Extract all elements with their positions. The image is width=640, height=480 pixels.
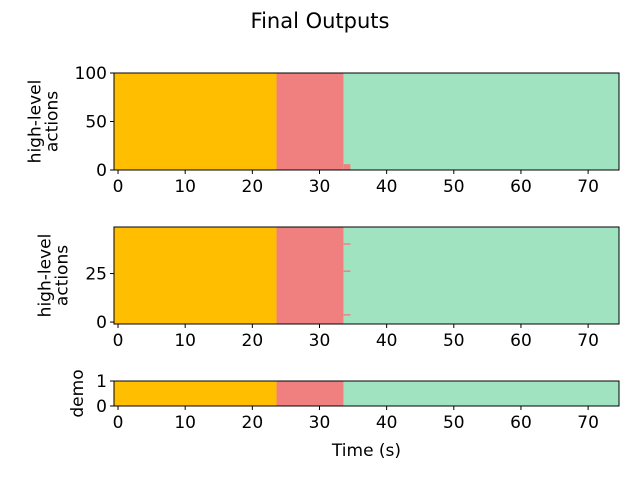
y-tick-label: 100 <box>75 64 107 84</box>
x-axis-label: Time (s) <box>331 441 401 461</box>
axes-frame <box>113 380 620 407</box>
y-axis-label-line: actions <box>42 91 62 152</box>
action-marker <box>343 314 351 316</box>
chart-panel-3: 0 10 20 30 40 50 60 70 0 1 demo Time (s) <box>68 369 620 461</box>
phase-segment-1 <box>114 73 277 170</box>
action-marker <box>343 243 351 245</box>
chart-panel-1: 0 10 20 30 40 50 60 70 0 50 100 high-levelactions <box>25 64 620 197</box>
y-tick-label: 0 <box>96 313 107 333</box>
x-tick-label: 70 <box>577 331 599 351</box>
axes-frame <box>113 226 620 325</box>
y-tick-label: 0 <box>96 161 107 181</box>
x-tick-label: 0 <box>113 177 124 197</box>
x-tick-label: 20 <box>242 177 264 197</box>
y-axis-label-line: high-level <box>25 80 45 164</box>
y-tick-label: 0 <box>96 397 107 417</box>
x-tick-label: 20 <box>242 413 264 433</box>
x-tick-label: 70 <box>577 413 599 433</box>
phase-segment-3 <box>343 73 619 170</box>
x-tick-label: 20 <box>242 331 264 351</box>
x-tick-label: 50 <box>443 177 465 197</box>
y-tick-label: 1 <box>96 372 107 392</box>
y-axis-label: demo <box>68 369 88 417</box>
x-tick-label: 10 <box>174 331 196 351</box>
y-axis-label-line: demo <box>68 369 88 417</box>
x-tick-label: 60 <box>510 331 532 351</box>
y-axis-label-line: actions <box>52 245 72 306</box>
x-tick-label: 40 <box>376 177 398 197</box>
y-tick-label: 50 <box>85 113 107 133</box>
x-tick-label: 30 <box>309 331 331 351</box>
x-tick-label: 0 <box>113 413 124 433</box>
x-tick-label: 60 <box>510 413 532 433</box>
y-axis-label: high-levelactions <box>25 80 62 164</box>
x-tick-label: 40 <box>376 331 398 351</box>
y-axis-label: high-levelactions <box>35 234 72 318</box>
phase-segment-2 <box>276 381 344 406</box>
x-tick-label: 30 <box>309 177 331 197</box>
phase-segment-3 <box>343 381 619 406</box>
chart-title: Final Outputs <box>251 9 390 33</box>
action-marker <box>343 164 351 170</box>
x-tick-label: 50 <box>443 331 465 351</box>
x-tick-label: 10 <box>174 177 196 197</box>
phase-segment-2 <box>276 227 344 324</box>
y-axis-label-line: high-level <box>35 234 55 318</box>
x-tick-label: 30 <box>309 413 331 433</box>
x-tick-label: 60 <box>510 177 532 197</box>
x-tick-label: 0 <box>113 331 124 351</box>
phase-segment-1 <box>114 381 277 406</box>
y-tick-label: 25 <box>85 265 107 285</box>
x-tick-label: 40 <box>376 413 398 433</box>
chart-panel-2: 0 10 20 30 40 50 60 70 0 25 high-levelactions <box>35 226 620 351</box>
phase-segment-1 <box>114 227 277 324</box>
phase-segment-3 <box>343 227 619 324</box>
x-tick-label: 10 <box>174 413 196 433</box>
x-tick-label: 70 <box>577 177 599 197</box>
action-marker <box>343 270 351 272</box>
x-tick-label: 50 <box>443 413 465 433</box>
phase-segment-2 <box>276 73 344 170</box>
